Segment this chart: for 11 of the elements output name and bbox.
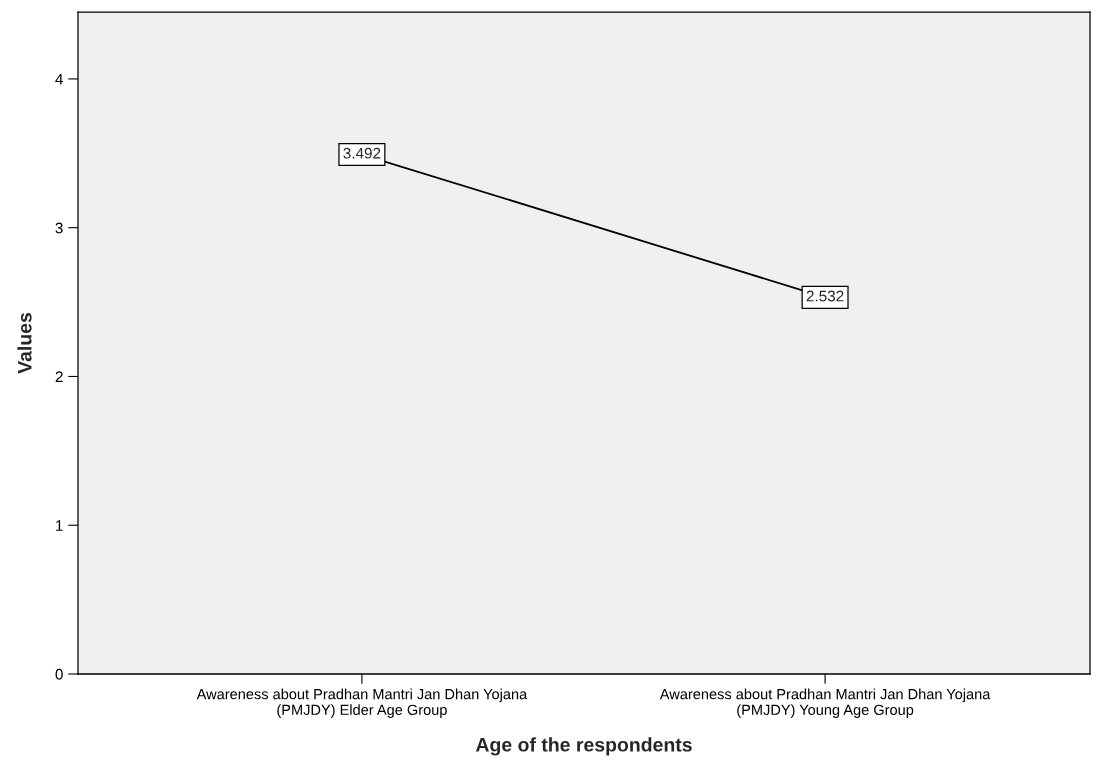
y-tick-label: 2 <box>55 371 63 383</box>
x-tick-label: Awareness about Pradhan Mantri Jan Dhan Yojana (PMJDY) Elder Age Group <box>196 688 528 718</box>
y-tick-label: 0 <box>55 668 63 680</box>
y-tick-label: 3 <box>55 222 63 234</box>
y-tick-label: 1 <box>56 520 63 531</box>
x-tick-label: Awareness about Pradhan Mantri Jan Dhan Yojana (PMJDY) Young Age Group <box>659 688 991 718</box>
data-label: 2.532 <box>806 290 844 302</box>
data-label: 3.492 <box>343 147 381 159</box>
y-axis-title: Values <box>17 312 32 374</box>
y-tick-label: 4 <box>55 73 63 85</box>
x-axis-title: Age of the respondents <box>475 737 692 756</box>
